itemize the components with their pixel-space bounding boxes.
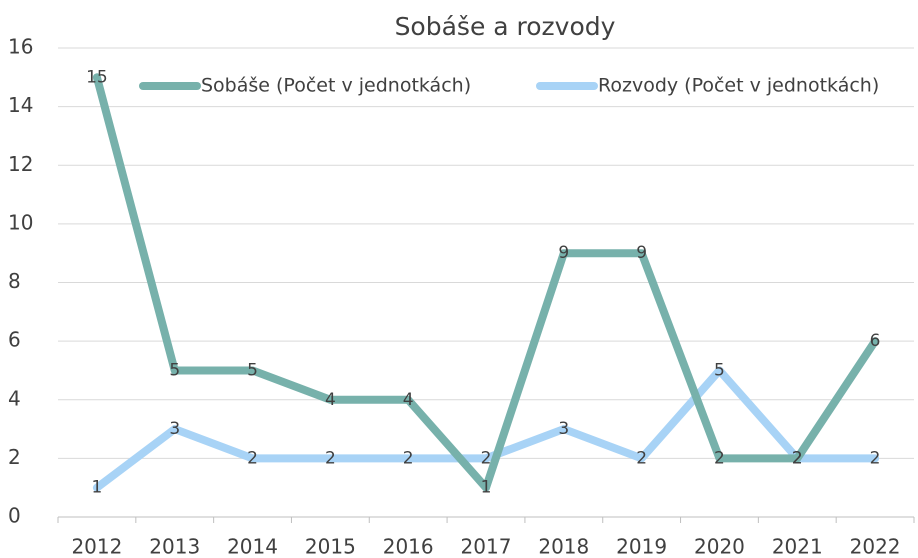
data-label: 9 [636, 243, 647, 263]
series-line [92, 73, 880, 492]
y-tick-label: 10 [8, 210, 33, 234]
data-label: 2 [636, 448, 647, 468]
data-label: 5 [714, 360, 725, 380]
data-label: 2 [870, 448, 881, 468]
data-label: 6 [870, 331, 881, 351]
data-label: 2 [403, 448, 414, 468]
data-label: 2 [481, 448, 492, 468]
data-label: 2 [714, 448, 725, 468]
data-label: 15 [86, 67, 108, 87]
data-label: 2 [792, 448, 803, 468]
y-tick-label: 14 [8, 93, 33, 117]
x-tick-label: 2012 [71, 535, 122, 558]
x-tick-label: 2017 [461, 535, 512, 558]
x-tick-label: 2019 [616, 535, 667, 558]
legend-label: Sobáše (Počet v jednotkách) [201, 75, 471, 97]
x-tick-label: 2014 [227, 535, 278, 558]
y-tick-label: 4 [8, 386, 21, 410]
data-label: 5 [247, 360, 258, 380]
data-label: 2 [792, 448, 803, 468]
x-tick-label: 2016 [383, 535, 434, 558]
data-label: 5 [169, 360, 180, 380]
x-tick-label: 2020 [694, 535, 745, 558]
data-label: 4 [325, 390, 336, 410]
legend-label: Rozvody (Počet v jednotkách) [598, 75, 879, 97]
y-tick-label: 0 [8, 504, 21, 528]
y-tick-label: 12 [8, 152, 33, 176]
data-label: 2 [247, 448, 258, 468]
x-tick-label: 2021 [772, 535, 823, 558]
chart-title: Sobáše a rozvody [395, 12, 616, 41]
data-label: 4 [403, 390, 414, 410]
data-label: 2 [325, 448, 336, 468]
data-label: 3 [169, 419, 180, 439]
series-line [92, 366, 880, 492]
y-tick-label: 6 [8, 328, 21, 352]
y-tick-label: 16 [8, 35, 33, 59]
data-label: 9 [558, 243, 569, 263]
data-label: 1 [91, 478, 102, 498]
data-label: 3 [558, 419, 569, 439]
x-tick-label: 2015 [305, 535, 356, 558]
x-tick-label: 2018 [538, 535, 589, 558]
data-label: 1 [481, 478, 492, 498]
x-tick-label: 2013 [149, 535, 200, 558]
y-tick-label: 8 [8, 269, 21, 293]
x-tick-label: 2022 [850, 535, 901, 558]
y-tick-label: 2 [8, 445, 21, 469]
